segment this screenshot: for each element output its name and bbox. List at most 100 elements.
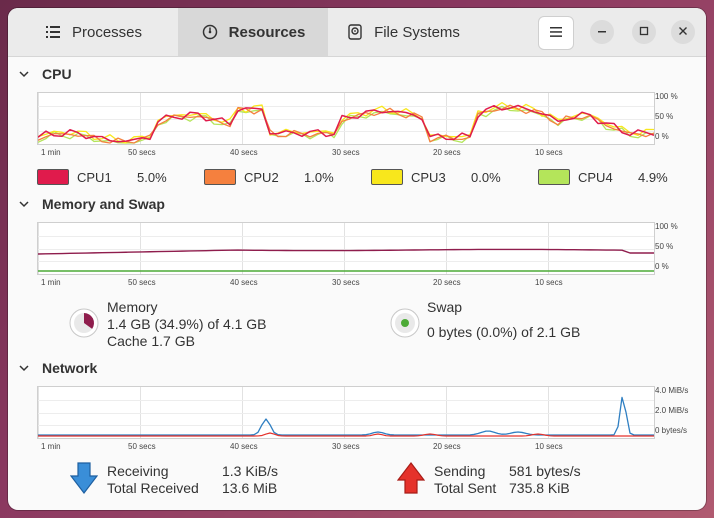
cpu-value: 5.0% <box>137 169 167 185</box>
cpu2-trace <box>38 104 654 144</box>
total-sent-value: 735.8 KiB <box>509 480 570 496</box>
receiving-trace <box>38 396 654 436</box>
x-tick: 20 secs <box>433 442 461 451</box>
x-tick: 1 min <box>41 148 61 157</box>
x-tick: 20 secs <box>433 148 461 157</box>
x-tick: 40 secs <box>230 278 258 287</box>
cpu1-trace <box>38 104 654 143</box>
x-tick: 30 secs <box>332 148 360 157</box>
swap-pie-indicator <box>401 319 409 327</box>
x-tick: 20 secs <box>433 278 461 287</box>
x-tick: 50 secs <box>128 148 156 157</box>
x-tick: 50 secs <box>128 442 156 451</box>
memory-section-header[interactable]: Memory and Swap <box>18 196 165 212</box>
maximize-icon <box>639 23 649 41</box>
section-title: CPU <box>42 66 72 82</box>
maximize-button[interactable] <box>632 20 656 44</box>
tab-label: Processes <box>71 23 143 41</box>
memory-pie <box>69 308 99 338</box>
swap-label: Swap <box>427 299 463 315</box>
cpu1-color-swatch[interactable] <box>37 169 69 185</box>
cpu-name: CPU2 <box>244 169 279 185</box>
y-tick: 0 % <box>655 262 669 271</box>
close-button[interactable] <box>671 20 695 44</box>
memory-trace <box>38 248 654 255</box>
y-tick: 2.0 MiB/s <box>655 406 689 415</box>
section-title: Memory and Swap <box>42 196 165 212</box>
cpu-name: CPU3 <box>411 169 446 185</box>
cpu4-legend: CPU4 4.9% <box>538 169 668 185</box>
chevron-down-icon <box>18 362 30 374</box>
x-tick: 1 min <box>41 442 61 451</box>
cpu-value: 1.0% <box>304 169 334 185</box>
cpu2-color-swatch[interactable] <box>204 169 236 185</box>
cpu-name: CPU1 <box>77 169 112 185</box>
y-tick: 4.0 MiB/s <box>655 386 689 395</box>
x-tick: 10 secs <box>535 278 563 287</box>
x-tick: 30 secs <box>332 278 360 287</box>
cpu-value: 0.0% <box>471 169 501 185</box>
x-tick: 10 secs <box>535 442 563 451</box>
cpu-name: CPU4 <box>578 169 613 185</box>
section-title: Network <box>42 360 98 376</box>
cpu1-legend: CPU1 5.0% <box>37 169 167 185</box>
tab-resources[interactable]: Resources <box>178 8 328 56</box>
x-tick: 30 secs <box>332 442 360 451</box>
y-tick: 0 bytes/s <box>655 426 688 435</box>
memory-label: Memory <box>107 299 158 315</box>
tab-label: File Systems <box>374 23 460 41</box>
swap-pie-icon[interactable] <box>390 308 420 338</box>
network-section-header[interactable]: Network <box>18 360 97 376</box>
x-tick: 40 secs <box>230 442 258 451</box>
tab-label: Resources <box>228 23 306 41</box>
download-arrow-icon[interactable] <box>69 462 99 494</box>
memory-pie-icon[interactable] <box>69 308 99 338</box>
y-tick: 50 % <box>655 112 674 121</box>
swap-pie <box>390 308 420 338</box>
cpu-section-header[interactable]: CPU <box>18 66 72 82</box>
menu-button[interactable] <box>538 16 574 50</box>
receiving-label: Receiving <box>107 463 169 479</box>
swap-usage: 0 bytes (0.0%) of 2.1 GB <box>427 324 581 340</box>
gauge-icon <box>201 23 219 41</box>
list-icon <box>44 23 62 41</box>
memory-usage: 1.4 GB (34.9%) of 4.1 GB <box>107 316 267 332</box>
system-monitor-window: Processes Resources File Systems <box>8 8 706 510</box>
sending-label: Sending <box>434 463 486 479</box>
tab-processes[interactable]: Processes <box>8 8 178 56</box>
receiving-value: 1.3 KiB/s <box>222 463 279 479</box>
total-received-label: Total Received <box>107 480 199 496</box>
y-tick: 100 % <box>655 222 678 231</box>
header-bar: Processes Resources File Systems <box>8 8 706 57</box>
cpu-value: 4.9% <box>638 169 668 185</box>
cpu4-color-swatch[interactable] <box>538 169 570 185</box>
minimize-icon <box>597 23 607 41</box>
memory-pie-slice <box>84 313 94 329</box>
cpu3-color-swatch[interactable] <box>371 169 403 185</box>
memory-graph <box>37 222 655 275</box>
y-tick: 50 % <box>655 242 674 251</box>
upload-arrow-icon[interactable] <box>396 462 426 494</box>
cpu-graph <box>37 92 655 145</box>
y-tick: 100 % <box>655 92 678 101</box>
sending-trace <box>38 432 654 437</box>
sending-value: 581 bytes/s <box>509 463 581 479</box>
chevron-down-icon <box>18 198 30 210</box>
memory-cache: Cache 1.7 GB <box>107 333 195 349</box>
hamburger-icon <box>550 24 562 42</box>
chevron-down-icon <box>18 68 30 80</box>
disk-icon <box>346 23 364 41</box>
minimize-button[interactable] <box>590 20 614 44</box>
close-icon <box>678 23 688 41</box>
total-sent-label: Total Sent <box>434 480 497 496</box>
x-tick: 10 secs <box>535 148 563 157</box>
tab-file-systems[interactable]: File Systems <box>328 8 478 56</box>
cpu3-legend: CPU3 0.0% <box>371 169 501 185</box>
y-tick: 0 % <box>655 132 669 141</box>
cpu2-legend: CPU2 1.0% <box>204 169 334 185</box>
x-tick: 50 secs <box>128 278 156 287</box>
cpu4-trace <box>38 105 654 144</box>
x-tick: 40 secs <box>230 148 258 157</box>
network-graph <box>37 386 655 439</box>
total-received-value: 13.6 MiB <box>222 480 278 496</box>
